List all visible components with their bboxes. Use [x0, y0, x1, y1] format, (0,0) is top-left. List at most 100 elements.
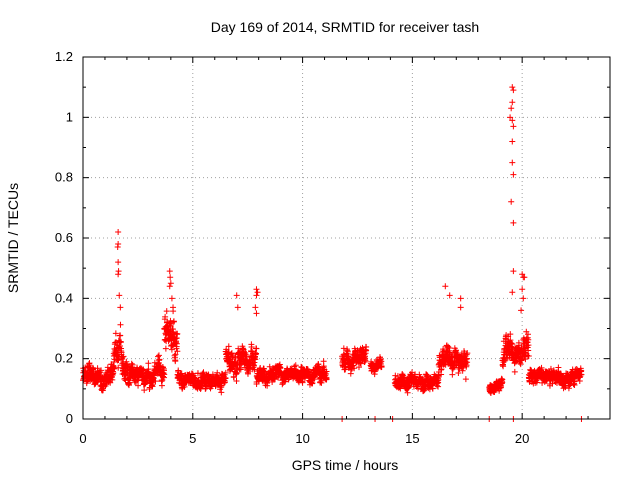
y-tick-label: 0.4	[55, 290, 73, 305]
y-tick-label: 1	[66, 109, 73, 124]
y-tick-label: 1.2	[55, 49, 73, 64]
data-point	[163, 308, 170, 315]
data-point	[110, 365, 117, 372]
y-tick-label: 0.2	[55, 351, 73, 366]
data-point	[519, 286, 526, 293]
data-point	[145, 360, 152, 367]
data-point	[233, 377, 240, 384]
data-point	[509, 138, 516, 145]
data-point	[152, 378, 159, 385]
data-point	[161, 371, 168, 378]
data-point	[114, 244, 121, 251]
data-point	[510, 171, 517, 178]
data-point	[248, 343, 255, 350]
data-point	[94, 379, 101, 386]
data-point	[170, 304, 177, 311]
data-point	[174, 330, 181, 337]
data-point	[127, 374, 134, 381]
data-point	[253, 292, 260, 299]
data-point	[222, 369, 229, 376]
data-point	[100, 387, 107, 394]
data-point	[509, 99, 516, 106]
data-point	[378, 364, 385, 371]
data-point	[117, 321, 124, 328]
data-point	[457, 304, 464, 311]
data-point	[140, 366, 147, 373]
data-point	[253, 286, 260, 293]
data-point	[362, 357, 369, 364]
data-point	[173, 340, 180, 347]
data-point	[355, 364, 362, 371]
data-point	[510, 87, 517, 94]
data-point	[129, 361, 136, 368]
data-point	[135, 382, 142, 389]
data-point	[323, 375, 330, 382]
data-point	[110, 369, 117, 376]
data-point	[392, 372, 399, 379]
y-tick-label: 0.8	[55, 170, 73, 185]
x-tick-label: 0	[79, 431, 86, 446]
data-point	[163, 323, 170, 330]
data-point	[457, 295, 464, 302]
x-tick-label: 10	[295, 431, 309, 446]
data-point	[424, 372, 431, 379]
data-point	[158, 382, 165, 389]
data-point	[115, 259, 122, 266]
data-point	[218, 389, 225, 396]
data-point	[119, 354, 126, 361]
data-point	[167, 274, 174, 281]
data-point	[115, 271, 122, 278]
data-point	[111, 365, 118, 372]
data-point	[98, 367, 105, 374]
data-point	[462, 376, 469, 383]
data-point	[117, 339, 124, 346]
data-point	[115, 228, 122, 235]
data-point	[520, 295, 527, 302]
x-tick-label: 15	[405, 431, 419, 446]
data-point	[159, 364, 166, 371]
data-point	[292, 362, 299, 369]
x-tick-label: 5	[189, 431, 196, 446]
data-point	[509, 84, 516, 91]
data-point	[172, 358, 179, 365]
data-point	[253, 345, 260, 352]
data-point	[162, 313, 169, 320]
data-point	[222, 375, 229, 382]
data-point	[178, 370, 185, 377]
data-point	[508, 198, 515, 205]
data-point	[167, 280, 174, 287]
data-point	[508, 105, 515, 112]
data-point	[170, 318, 177, 325]
data-point	[510, 123, 517, 130]
data-point	[166, 268, 173, 275]
data-point	[348, 366, 355, 373]
data-point	[225, 343, 232, 350]
data-point	[168, 346, 175, 353]
y-tick-label: 0.6	[55, 230, 73, 245]
data-point	[233, 292, 240, 299]
data-point	[254, 289, 261, 296]
data-point	[141, 387, 148, 394]
data-point	[323, 368, 330, 375]
data-point	[167, 322, 174, 329]
data-point	[174, 348, 181, 355]
data-point	[351, 365, 358, 372]
data-point	[509, 159, 516, 166]
data-point	[357, 360, 364, 367]
data-point	[340, 345, 347, 352]
data-point	[172, 351, 179, 358]
y-axis-label: SRMTID / TECUs	[5, 183, 21, 293]
data-point	[86, 360, 93, 367]
data-point	[510, 268, 517, 275]
data-point	[162, 345, 169, 352]
data-point	[120, 353, 127, 360]
data-point	[121, 376, 128, 382]
data-point	[168, 295, 175, 302]
data-point	[117, 332, 124, 339]
chart-title: Day 169 of 2014, SRMTID for receiver tas…	[211, 19, 479, 35]
data-point	[363, 344, 370, 351]
data-point	[228, 350, 235, 357]
data-point	[116, 292, 123, 299]
grid-lines	[83, 57, 610, 419]
